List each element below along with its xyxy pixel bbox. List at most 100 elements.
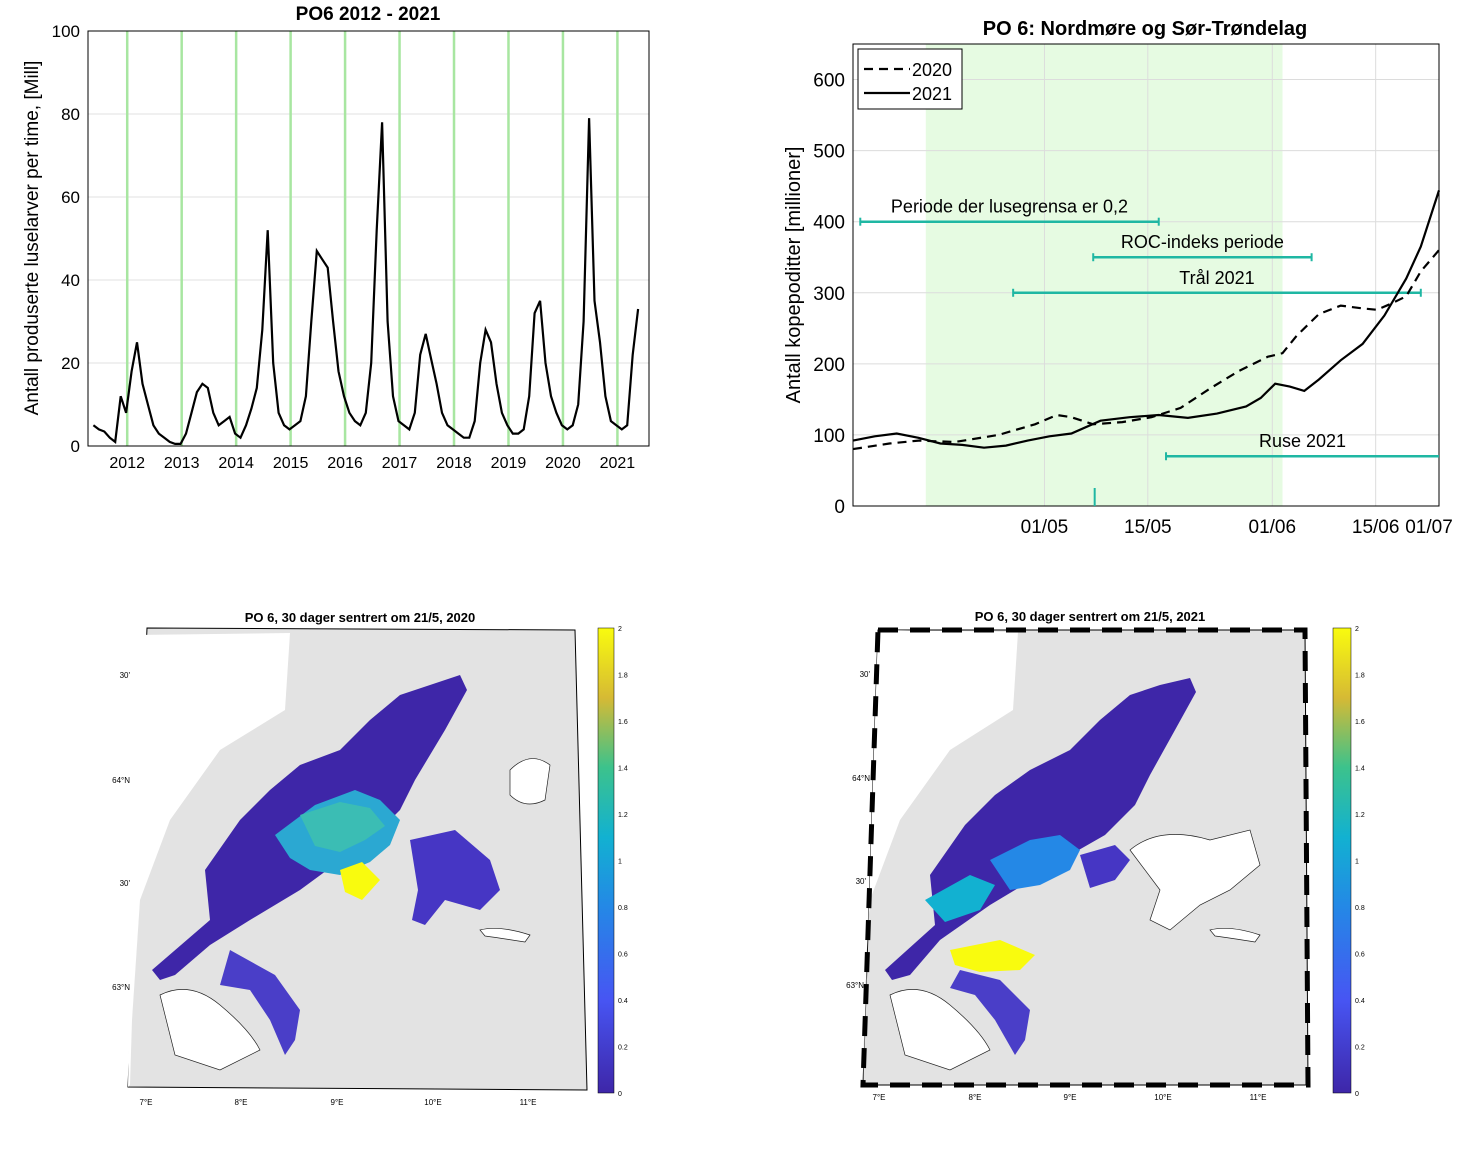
- chart1-ytick-label: 60: [61, 188, 80, 207]
- colorbar-tick-label: 2: [618, 626, 622, 633]
- chart2-series-2021: [852, 190, 1441, 449]
- map2021-lon-2: 9°E: [1064, 1093, 1077, 1102]
- map2020-lon-labels: 7°E 8°E 9°E 10°E 11°E: [140, 1098, 537, 1107]
- chart1-xtick-label: 2014: [218, 455, 254, 472]
- chart1-xtick-label: 2019: [491, 455, 527, 472]
- chart1-xtick-label: 2021: [600, 455, 636, 472]
- map2020-lat-labels: 30' 64°N 30' 63°N: [112, 671, 130, 992]
- map2020-lon-4: 11°E: [520, 1098, 537, 1107]
- map2020-coverage: [152, 675, 500, 1055]
- colorbar-tick-label: 1.4: [618, 766, 628, 773]
- map2020-lon-2: 9°E: [331, 1098, 344, 1107]
- chart2-annotation-label: Trål 2021: [1179, 268, 1254, 288]
- map2021-title: PO 6, 30 dager sentrert om 21/5, 2021: [975, 609, 1206, 624]
- map2021-coverage: [885, 678, 1196, 1055]
- colorbar-tick-label: 1.4: [1355, 766, 1365, 773]
- chart1-series-line: [92, 118, 640, 445]
- chart1-xtick-label: 2013: [164, 455, 200, 472]
- map2020-colorbar-ticks: 2 1.8 1.6 1.4 1.2 1 0.8 0.6 0.4 0.2 0: [618, 626, 628, 1098]
- colorbar-tick-label: 1.6: [1355, 719, 1365, 726]
- map2021-colorbar-ticks: 2 1.8 1.6 1.4 1.2 1 0.8 0.6 0.4 0.2 0: [1355, 626, 1365, 1098]
- map2020-lon-0: 7°E: [140, 1098, 153, 1107]
- map2020-lake: [479, 928, 531, 943]
- map2020-open-sea: [128, 633, 290, 1087]
- colorbar-tick-label: 1: [618, 859, 622, 866]
- map2021-lon-0: 7°E: [873, 1093, 886, 1102]
- map2021-lon-3: 10°E: [1154, 1093, 1171, 1102]
- colorbar-tick-label: 1.2: [618, 812, 628, 819]
- map2020-lat-2: 30': [120, 879, 131, 888]
- chart2-annotation-label: ROC-indeks periode: [1121, 232, 1284, 252]
- chart2-xtick-label: 01/05: [1021, 517, 1069, 538]
- chart2-ytick-label: 600: [813, 71, 845, 92]
- map2020-lat-1: 64°N: [112, 776, 130, 785]
- legend-2021: 2021: [912, 84, 952, 104]
- chart2-ytick-label: 200: [813, 355, 845, 376]
- chart1-y-ticks: 0 20 40 60 80 100: [52, 22, 80, 456]
- map-2021: PO 6, 30 dager sentrert om 21/5, 2021 30…: [846, 609, 1365, 1102]
- map2021-lon-labels: 7°E 8°E 9°E 10°E 11°E: [873, 1093, 1267, 1102]
- colorbar-tick-label: 1.2: [1355, 812, 1365, 819]
- map2021-lake: [1209, 928, 1261, 943]
- map2020-lake-east: [509, 758, 551, 805]
- map2021-fjord-open: [1129, 829, 1261, 931]
- colorbar-tick-label: 0: [618, 1091, 622, 1098]
- colorbar-tick-label: 0.2: [618, 1045, 628, 1052]
- colorbar-tick-label: 0.8: [1355, 905, 1365, 912]
- map2021-lat-2: 30': [856, 877, 867, 886]
- map2021-colorbar: [1332, 627, 1352, 1094]
- chart2-title: PO 6: Nordmøre og Sør-Trøndelag: [983, 18, 1307, 40]
- colorbar-tick-label: 0.8: [618, 905, 628, 912]
- chart2-annotations: Periode der lusegrensa er 0,2 ROC-indeks …: [859, 197, 1439, 461]
- chart1-xtick-label: 2018: [436, 455, 472, 472]
- colorbar-tick-label: 1.8: [1355, 673, 1365, 680]
- chart2-axes-box: [852, 43, 1440, 507]
- chart-kopepoditter: PO 6: Nordmøre og Sør-Trøndelag 0 100 200 3…: [783, 18, 1453, 538]
- colorbar-tick-label: 1.8: [618, 673, 628, 680]
- chart2-legend: 2020 2021: [857, 48, 963, 110]
- chart1-ytick-label: 0: [71, 437, 80, 456]
- colorbar-tick-label: 0.4: [618, 998, 628, 1005]
- chart1-title: PO6 2012 - 2021: [296, 4, 441, 25]
- chart2-ytick-label: 400: [813, 213, 845, 234]
- chart2-y-ticks: 0 100 200 300 400 500 600: [813, 71, 845, 518]
- chart1-axes-box: [87, 30, 650, 447]
- map2021-lon-1: 8°E: [969, 1093, 982, 1102]
- map2020-lat-0: 30': [120, 671, 131, 680]
- chart2-ylabel: Antall kopepoditter [millioner]: [783, 147, 805, 404]
- map2021-lat-3: 63°N: [846, 981, 864, 990]
- map2021-frame: [860, 627, 1311, 1088]
- map2021-lat-0: 30': [860, 670, 871, 679]
- map2020-lat-3: 63°N: [112, 983, 130, 992]
- chart2-xtick-label: 01/07: [1405, 517, 1453, 538]
- chart1-xtick-label: 2015: [273, 455, 309, 472]
- chart1-ylabel: Antall produserte luselarver per time, […: [22, 61, 43, 416]
- map-2020: PO 6, 30 dager sentrert om 21/5, 2020 30…: [112, 610, 628, 1107]
- chart1-x-ticks: 2012 2013 2014 2015 2016 2017 2018 2019 2020 2021: [109, 455, 635, 472]
- colorbar-tick-label: 0.6: [618, 952, 628, 959]
- chart1-xtick-label: 2020: [545, 455, 581, 472]
- map2021-lat-1: 64°N: [852, 774, 870, 783]
- chart1-ytick-label: 80: [61, 105, 80, 124]
- map2020-lon-3: 10°E: [424, 1098, 441, 1107]
- colorbar-tick-label: 0: [1355, 1091, 1359, 1098]
- map2021-lon-4: 11°E: [1250, 1093, 1267, 1102]
- chart2-ytick-label: 0: [834, 497, 845, 518]
- chart2-ytick-label: 300: [813, 284, 845, 305]
- chart1-ytick-label: 100: [52, 22, 80, 41]
- colorbar-tick-label: 0.4: [1355, 998, 1365, 1005]
- colorbar-tick-label: 2: [1355, 626, 1359, 633]
- chart2-x-ticks: 01/05 15/05 01/06 15/06 01/07: [1021, 517, 1453, 538]
- colorbar-tick-label: 1: [1355, 859, 1359, 866]
- map2021-open-sea: [863, 630, 1018, 1085]
- colorbar-tick-label: 0.2: [1355, 1045, 1365, 1052]
- chart2-xtick-label: 15/05: [1124, 517, 1172, 538]
- map2020-colorbar: [597, 627, 615, 1094]
- chart2-annotation-label: Periode der lusegrensa er 0,2: [891, 197, 1128, 217]
- chart1-green-lines: [125, 31, 619, 446]
- map2020-title: PO 6, 30 dager sentrert om 21/5, 2020: [245, 610, 476, 625]
- legend-2020: 2020: [912, 60, 952, 80]
- colorbar-tick-label: 1.6: [618, 719, 628, 726]
- chart1-ytick-label: 40: [61, 271, 80, 290]
